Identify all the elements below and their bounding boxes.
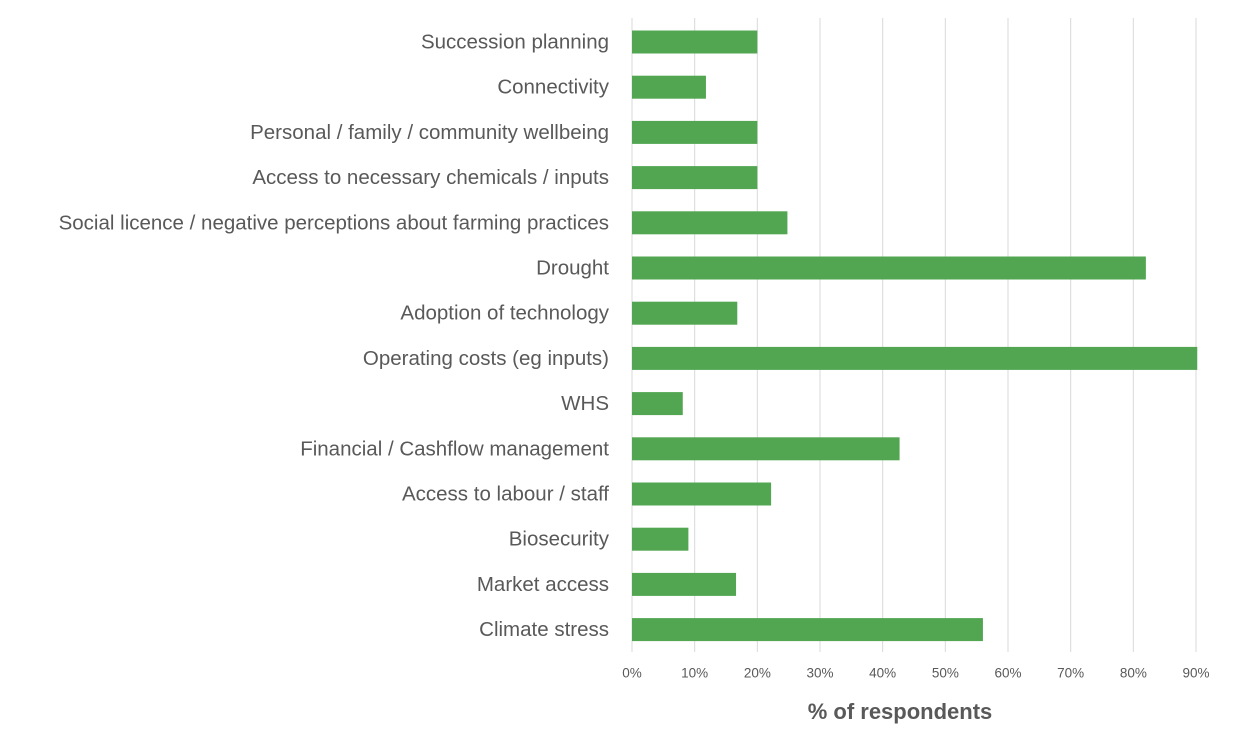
category-label-3: Access to necessary chemicals / inputs [252, 166, 609, 189]
category-label-9: Financial / Cashflow management [300, 437, 609, 460]
bar-4 [632, 211, 788, 235]
x-tick-labels: 0% 10% 20% 30% 40% 50% 60% 70% 80% 90% [622, 666, 1209, 681]
gridlines [631, 18, 1197, 652]
bar-0 [632, 30, 758, 54]
bar-12 [632, 572, 737, 596]
category-label-7: Operating costs (eg inputs) [363, 347, 609, 370]
bar-6 [632, 301, 738, 325]
x-tick-label-2: 20% [744, 666, 771, 681]
x-tick-label-9: 90% [1182, 666, 1209, 681]
x-tick-label-6: 60% [994, 666, 1021, 681]
category-label-5: Drought [536, 257, 609, 280]
bar-2 [632, 120, 758, 144]
category-label-8: WHS [561, 392, 609, 415]
bar-13 [632, 618, 983, 642]
bar-9 [632, 437, 900, 461]
x-tick-label-1: 10% [681, 666, 708, 681]
bar-3 [632, 166, 758, 190]
category-label-6: Adoption of technology [400, 302, 609, 325]
bar-5 [632, 256, 1146, 280]
category-label-4: Social licence / negative perceptions ab… [59, 211, 609, 234]
x-tick-label-0: 0% [622, 666, 642, 681]
x-tick-label-3: 30% [806, 666, 833, 681]
x-tick-label-5: 50% [932, 666, 959, 681]
bars [632, 30, 1198, 642]
bar-1 [632, 75, 706, 99]
x-tick-label-8: 80% [1120, 666, 1147, 681]
category-label-1: Connectivity [497, 76, 609, 99]
bar-11 [632, 527, 689, 551]
bar-10 [632, 482, 772, 506]
bar-7 [632, 346, 1198, 370]
category-label-13: Climate stress [479, 618, 609, 641]
x-axis-title: % of respondents [808, 699, 993, 724]
category-labels: Succession planning Connectivity Personal … [59, 31, 610, 642]
x-tick-label-7: 70% [1057, 666, 1084, 681]
bar-8 [632, 392, 683, 416]
category-label-11: Biosecurity [509, 528, 610, 551]
category-label-0: Succession planning [421, 31, 609, 54]
category-label-10: Access to labour / staff [402, 483, 609, 506]
category-label-12: Market access [477, 573, 609, 596]
x-tick-label-4: 40% [869, 666, 896, 681]
category-label-2: Personal / family / community wellbeing [250, 121, 609, 144]
